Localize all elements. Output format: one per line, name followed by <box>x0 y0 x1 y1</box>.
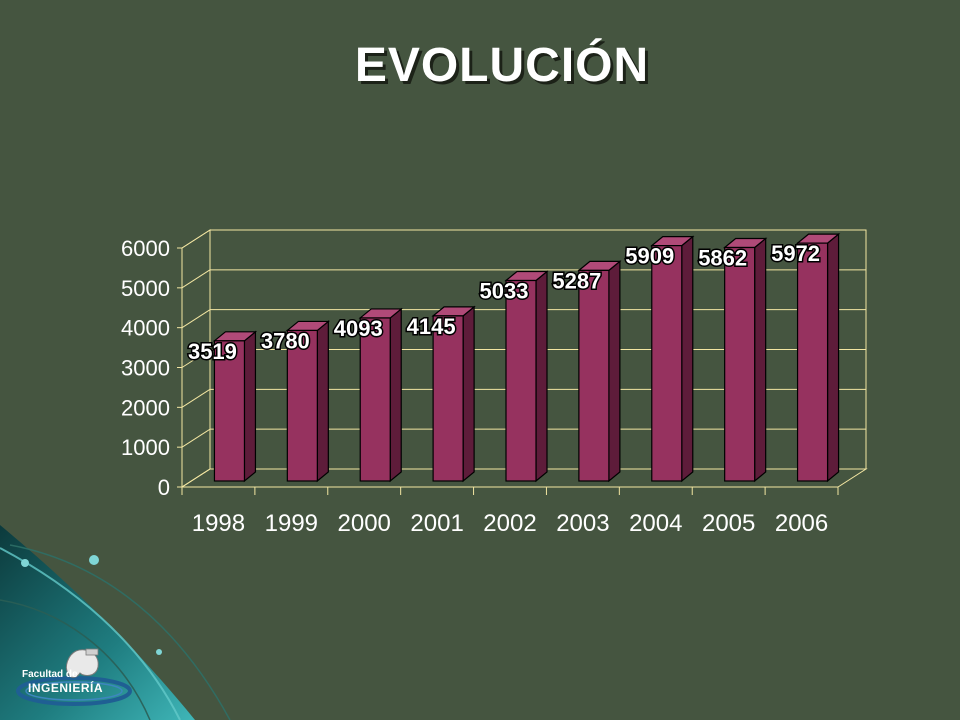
x-tick-label: 1998 <box>192 510 245 537</box>
bar-side <box>243 330 257 483</box>
data-label: 5033 <box>480 279 529 304</box>
x-tick-label: 2005 <box>702 510 755 537</box>
logo-faculty-text: Facultad de <box>22 669 78 680</box>
y-tick-label: 1000 <box>121 435 170 460</box>
data-label: 5862 <box>698 245 747 270</box>
data-label: 5909 <box>625 244 674 269</box>
bar <box>796 242 829 482</box>
bar <box>578 269 610 482</box>
bar-side <box>535 270 548 483</box>
bar-side <box>316 320 329 483</box>
x-tick-label: 2004 <box>629 510 682 537</box>
y-tick-label: 2000 <box>121 395 170 420</box>
y-tick-label: 3000 <box>121 356 170 381</box>
bar-side <box>389 307 402 483</box>
bar <box>286 329 318 482</box>
x-tick-label: 1999 <box>265 510 318 537</box>
gridline-side <box>181 229 211 249</box>
gridline-side <box>181 269 211 289</box>
gridline-side <box>181 388 211 408</box>
bar <box>213 340 246 482</box>
bar-side <box>608 260 621 483</box>
bar-side <box>681 235 694 483</box>
bar-side <box>754 237 767 483</box>
data-label: 4145 <box>407 314 456 339</box>
bar-side <box>826 232 840 483</box>
bar <box>651 245 683 482</box>
data-label: 5287 <box>552 268 601 293</box>
data-label: 3519 <box>188 339 237 364</box>
gridline-side <box>181 349 211 368</box>
gridline-side <box>181 468 211 488</box>
gridline-side <box>181 428 211 448</box>
y-tick-label: 6000 <box>121 236 170 261</box>
data-label: 5972 <box>771 241 820 266</box>
y-tick-label: 5000 <box>121 276 170 301</box>
bar-side <box>462 305 475 483</box>
x-tick-label: 2002 <box>483 510 536 537</box>
gridline-side <box>181 309 211 329</box>
data-label: 4093 <box>334 316 383 341</box>
logo-engineering-text: INGENIERÍA <box>28 681 104 695</box>
data-label: 3780 <box>261 328 310 353</box>
slide-title: EVOLUCIÓN <box>354 39 650 92</box>
x-tick-label: 2003 <box>556 510 609 537</box>
faculty-logo <box>16 648 132 706</box>
y-tick-label: 0 <box>158 475 170 500</box>
bar <box>505 279 537 482</box>
bar <box>724 246 756 482</box>
y-tick-label: 4000 <box>121 316 170 341</box>
bar <box>359 317 391 482</box>
bar <box>432 315 464 482</box>
x-tick-label: 2006 <box>775 510 828 537</box>
x-tick-label: 2000 <box>338 510 391 537</box>
x-tick-label: 2001 <box>410 510 463 537</box>
